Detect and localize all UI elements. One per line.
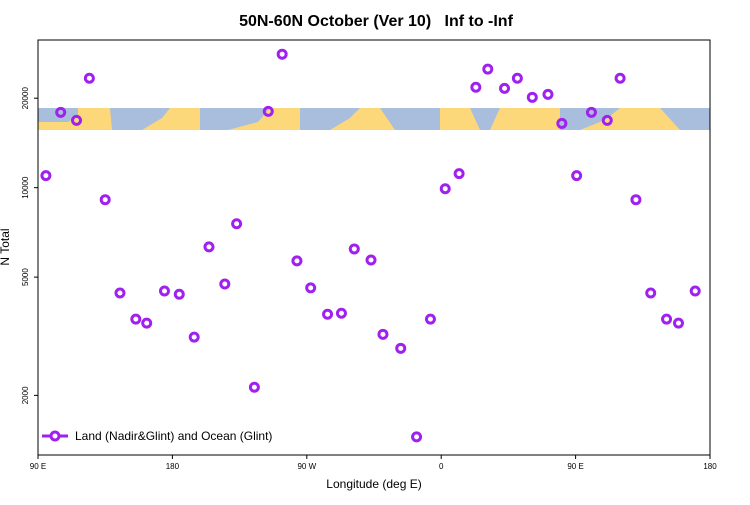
x-tick-label: 180 (166, 462, 180, 471)
x-tick-label: 90 E (567, 462, 583, 471)
point (305, 282, 317, 294)
y-axis-label: N Total (0, 228, 12, 265)
point (276, 48, 288, 60)
point (661, 313, 673, 325)
x-tick-label: 0 (439, 462, 444, 471)
point (188, 331, 200, 343)
point (377, 328, 389, 340)
point (689, 285, 701, 297)
point (556, 117, 568, 129)
legend-marker (49, 430, 61, 442)
point (453, 168, 465, 180)
point (173, 288, 185, 300)
y-tick-label: 2000 (21, 386, 30, 404)
point (291, 255, 303, 267)
point (40, 170, 52, 182)
point (71, 114, 83, 126)
point (55, 106, 67, 118)
point (526, 91, 538, 103)
point (248, 381, 260, 393)
point (672, 317, 684, 329)
y-tick-label: 5000 (21, 268, 30, 286)
point (114, 287, 126, 299)
point (424, 313, 436, 325)
point (511, 72, 523, 84)
x-tick-label: 180 (703, 462, 717, 471)
point (141, 317, 153, 329)
x-tick-label: 90 E (30, 462, 46, 471)
point (231, 218, 243, 230)
point (439, 183, 451, 195)
chart-title: 50N-60N October (Ver 10) Inf to -Inf (239, 13, 514, 30)
point (130, 313, 142, 325)
point (262, 105, 274, 117)
point (645, 287, 657, 299)
x-tick-label: 90 W (297, 462, 316, 471)
point (335, 307, 347, 319)
point (542, 88, 554, 100)
point (630, 194, 642, 206)
point (322, 308, 334, 320)
point (411, 431, 423, 443)
point (614, 72, 626, 84)
point (395, 342, 407, 354)
point (83, 72, 95, 84)
plot-frame (37, 39, 711, 456)
point (499, 82, 511, 94)
point (571, 170, 583, 182)
point (365, 254, 377, 266)
y-tick-label: 10000 (21, 176, 30, 199)
point (99, 194, 111, 206)
point (482, 63, 494, 75)
point (203, 241, 215, 253)
point (348, 243, 360, 255)
point (601, 114, 613, 126)
legend-label: Land (Nadir&Glint) and Ocean (Glint) (75, 429, 272, 443)
y-tick-label: 20000 (21, 87, 30, 110)
point (158, 285, 170, 297)
map-strip (38, 108, 710, 130)
point (585, 106, 597, 118)
point (470, 81, 482, 93)
x-axis-label: Longitude (deg E) (326, 477, 421, 491)
point (219, 278, 231, 290)
